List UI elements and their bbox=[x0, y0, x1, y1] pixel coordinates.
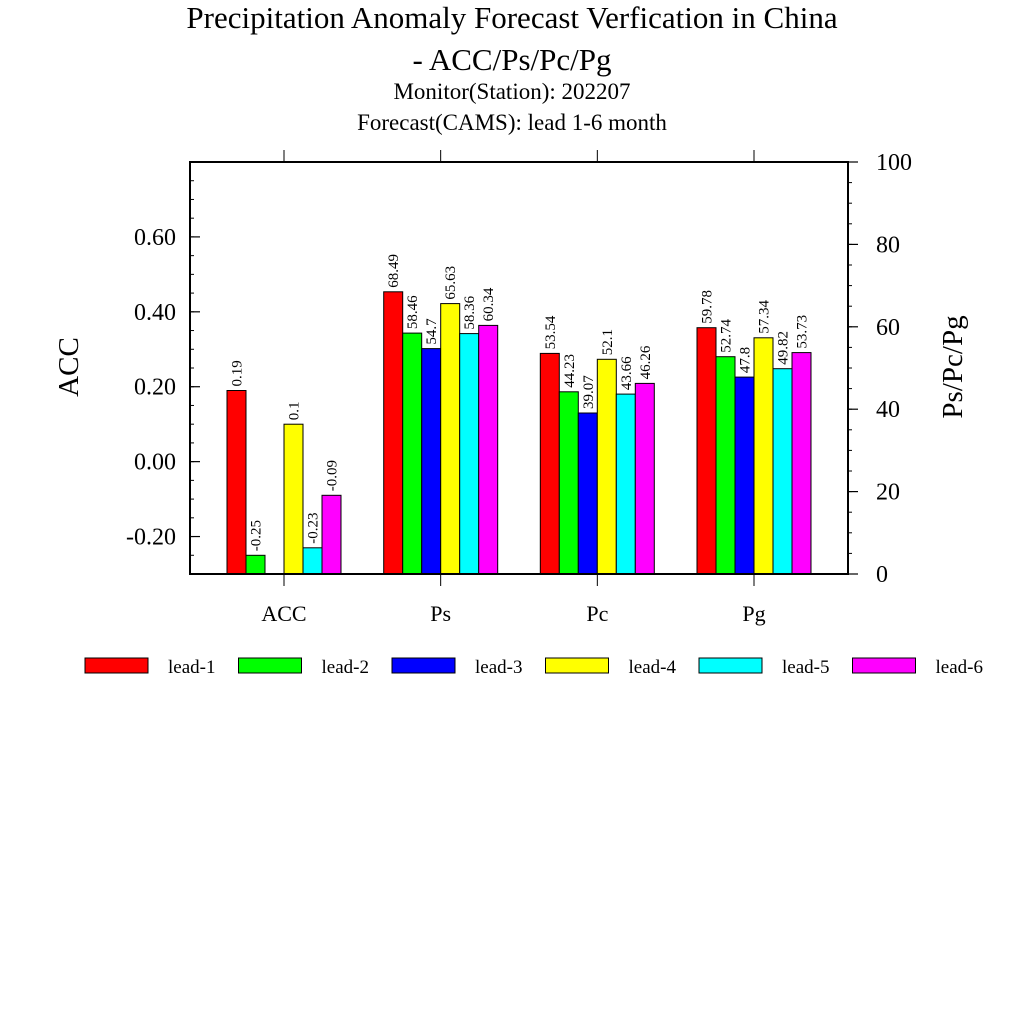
left-tick-label: 0.60 bbox=[134, 225, 176, 251]
bar-lead-6-pg bbox=[791, 352, 812, 575]
category-label-pg: Pg bbox=[742, 601, 765, 626]
right-tick-label: 60 bbox=[876, 315, 900, 341]
bar-lead-2-ps bbox=[402, 332, 423, 575]
value-label-lead-4-ps: 65.63 bbox=[443, 266, 459, 300]
value-label-lead-2-pc: 44.23 bbox=[562, 354, 578, 388]
bar-lead-1-ps bbox=[383, 291, 404, 575]
bar-lead-2-pc bbox=[558, 391, 579, 575]
bar-lead-4-pc bbox=[596, 358, 617, 575]
value-label-lead-5-pc: 43.66 bbox=[619, 356, 635, 390]
bar-lead-1-pc bbox=[539, 352, 560, 575]
bar-lead-5-pc bbox=[615, 393, 636, 575]
value-labels: 0.19 68.49 53.54 59.78 -0.25 58.46 44.23 52.74 5… bbox=[230, 254, 811, 551]
legend-swatch-lead-3 bbox=[391, 657, 456, 674]
value-label-lead-3-pg: 47.8 bbox=[738, 347, 754, 373]
left-tick-label: 0.40 bbox=[134, 300, 176, 326]
right-tick-label: 40 bbox=[876, 397, 900, 423]
chart-subtitle-forecast: Forecast(CAMS): lead 1-6 month bbox=[357, 110, 667, 135]
right-tick-label: 0 bbox=[876, 562, 888, 588]
chart-subtitle-monitor: Monitor(Station): 202207 bbox=[393, 79, 630, 104]
value-label-lead-5-pg: 49.82 bbox=[776, 331, 792, 365]
legend-label-lead-5: lead-5 bbox=[782, 657, 829, 678]
chart-title-line2: - ACC/Ps/Pc/Pg bbox=[413, 42, 612, 77]
bar-lead-4-acc bbox=[283, 423, 304, 575]
bar-lead-5-acc bbox=[302, 547, 323, 575]
category-label-ps: Ps bbox=[430, 601, 451, 626]
legend-label-lead-4: lead-4 bbox=[629, 657, 677, 678]
value-label-lead-3-ps: 54.7 bbox=[424, 318, 440, 345]
legend-swatch-lead-2 bbox=[238, 657, 302, 674]
legend-swatch-lead-1 bbox=[84, 657, 149, 674]
y-axis-label-left: ACC bbox=[53, 337, 85, 397]
right-tick-label: 100 bbox=[876, 150, 912, 176]
value-label-lead-6-pc: 46.26 bbox=[638, 345, 654, 379]
value-label-lead-1-pc: 53.54 bbox=[543, 315, 559, 349]
value-label-lead-1-pg: 59.78 bbox=[700, 290, 716, 324]
bar-lead-3-pg bbox=[734, 376, 755, 575]
bar-lead-1-acc bbox=[226, 390, 247, 575]
legend-swatch-lead-6 bbox=[852, 657, 916, 674]
category-label-acc: ACC bbox=[261, 601, 306, 626]
value-label-lead-6-pg: 53.73 bbox=[795, 315, 811, 349]
bars bbox=[226, 291, 812, 575]
bar-lead-4-pg bbox=[753, 337, 774, 575]
axes: -0.20 0.00 0.20 0.40 0.60 0 20 40 60 80 100 ACC Ps Pc… bbox=[126, 150, 912, 626]
legend: lead-1 lead-2 lead-3 lead-4 lead-5 lead-6 bbox=[84, 657, 983, 678]
legend-label-lead-1: lead-1 bbox=[168, 657, 215, 678]
bar-lead-5-pg bbox=[772, 368, 793, 575]
value-label-lead-4-pc: 52.1 bbox=[600, 329, 616, 355]
left-tick-label: 0.00 bbox=[134, 450, 176, 476]
bar-lead-6-pc bbox=[634, 382, 655, 575]
legend-label-lead-6: lead-6 bbox=[936, 657, 983, 678]
bar-lead-6-acc bbox=[321, 494, 342, 575]
value-label-lead-2-pg: 52.74 bbox=[719, 318, 735, 352]
value-label-lead-2-ps: 58.46 bbox=[405, 295, 421, 329]
value-label-lead-5-ps: 58.36 bbox=[462, 295, 478, 329]
legend-label-lead-3: lead-3 bbox=[475, 657, 522, 678]
bar-lead-4-ps bbox=[440, 303, 461, 575]
bar-lead-1-pg bbox=[696, 327, 717, 575]
value-label-lead-6-acc: -0.09 bbox=[325, 460, 341, 491]
bar-lead-2-pg bbox=[715, 356, 736, 575]
bar-lead-6-ps bbox=[478, 324, 499, 575]
left-tick-label: -0.20 bbox=[126, 525, 176, 551]
bar-lead-2-acc bbox=[245, 554, 266, 575]
left-tick-label: 0.20 bbox=[134, 375, 176, 401]
value-label-lead-1-acc: 0.19 bbox=[230, 360, 246, 386]
legend-swatch-lead-5 bbox=[698, 657, 763, 674]
value-label-lead-1-ps: 68.49 bbox=[386, 254, 402, 288]
bar-lead-5-ps bbox=[459, 333, 480, 575]
value-label-lead-5-acc: -0.23 bbox=[306, 513, 322, 544]
y-axis-label-right: Ps/Pc/Pg bbox=[937, 315, 969, 418]
bar-lead-3-ps bbox=[421, 348, 442, 575]
right-tick-label: 80 bbox=[876, 232, 900, 258]
value-label-lead-3-pc: 39.07 bbox=[581, 375, 597, 409]
legend-swatch-lead-4 bbox=[545, 657, 609, 674]
legend-label-lead-2: lead-2 bbox=[322, 657, 369, 678]
category-label-pc: Pc bbox=[586, 601, 608, 626]
bar-lead-3-pc bbox=[577, 412, 598, 575]
right-tick-label: 20 bbox=[876, 480, 900, 506]
value-label-lead-2-acc: -0.25 bbox=[249, 520, 265, 551]
value-label-lead-4-acc: 0.1 bbox=[287, 401, 303, 420]
chart-title: Precipitation Anomaly Forecast Verficati… bbox=[186, 0, 837, 35]
value-label-lead-6-ps: 60.34 bbox=[481, 287, 497, 321]
value-label-lead-4-pg: 57.34 bbox=[757, 300, 773, 334]
